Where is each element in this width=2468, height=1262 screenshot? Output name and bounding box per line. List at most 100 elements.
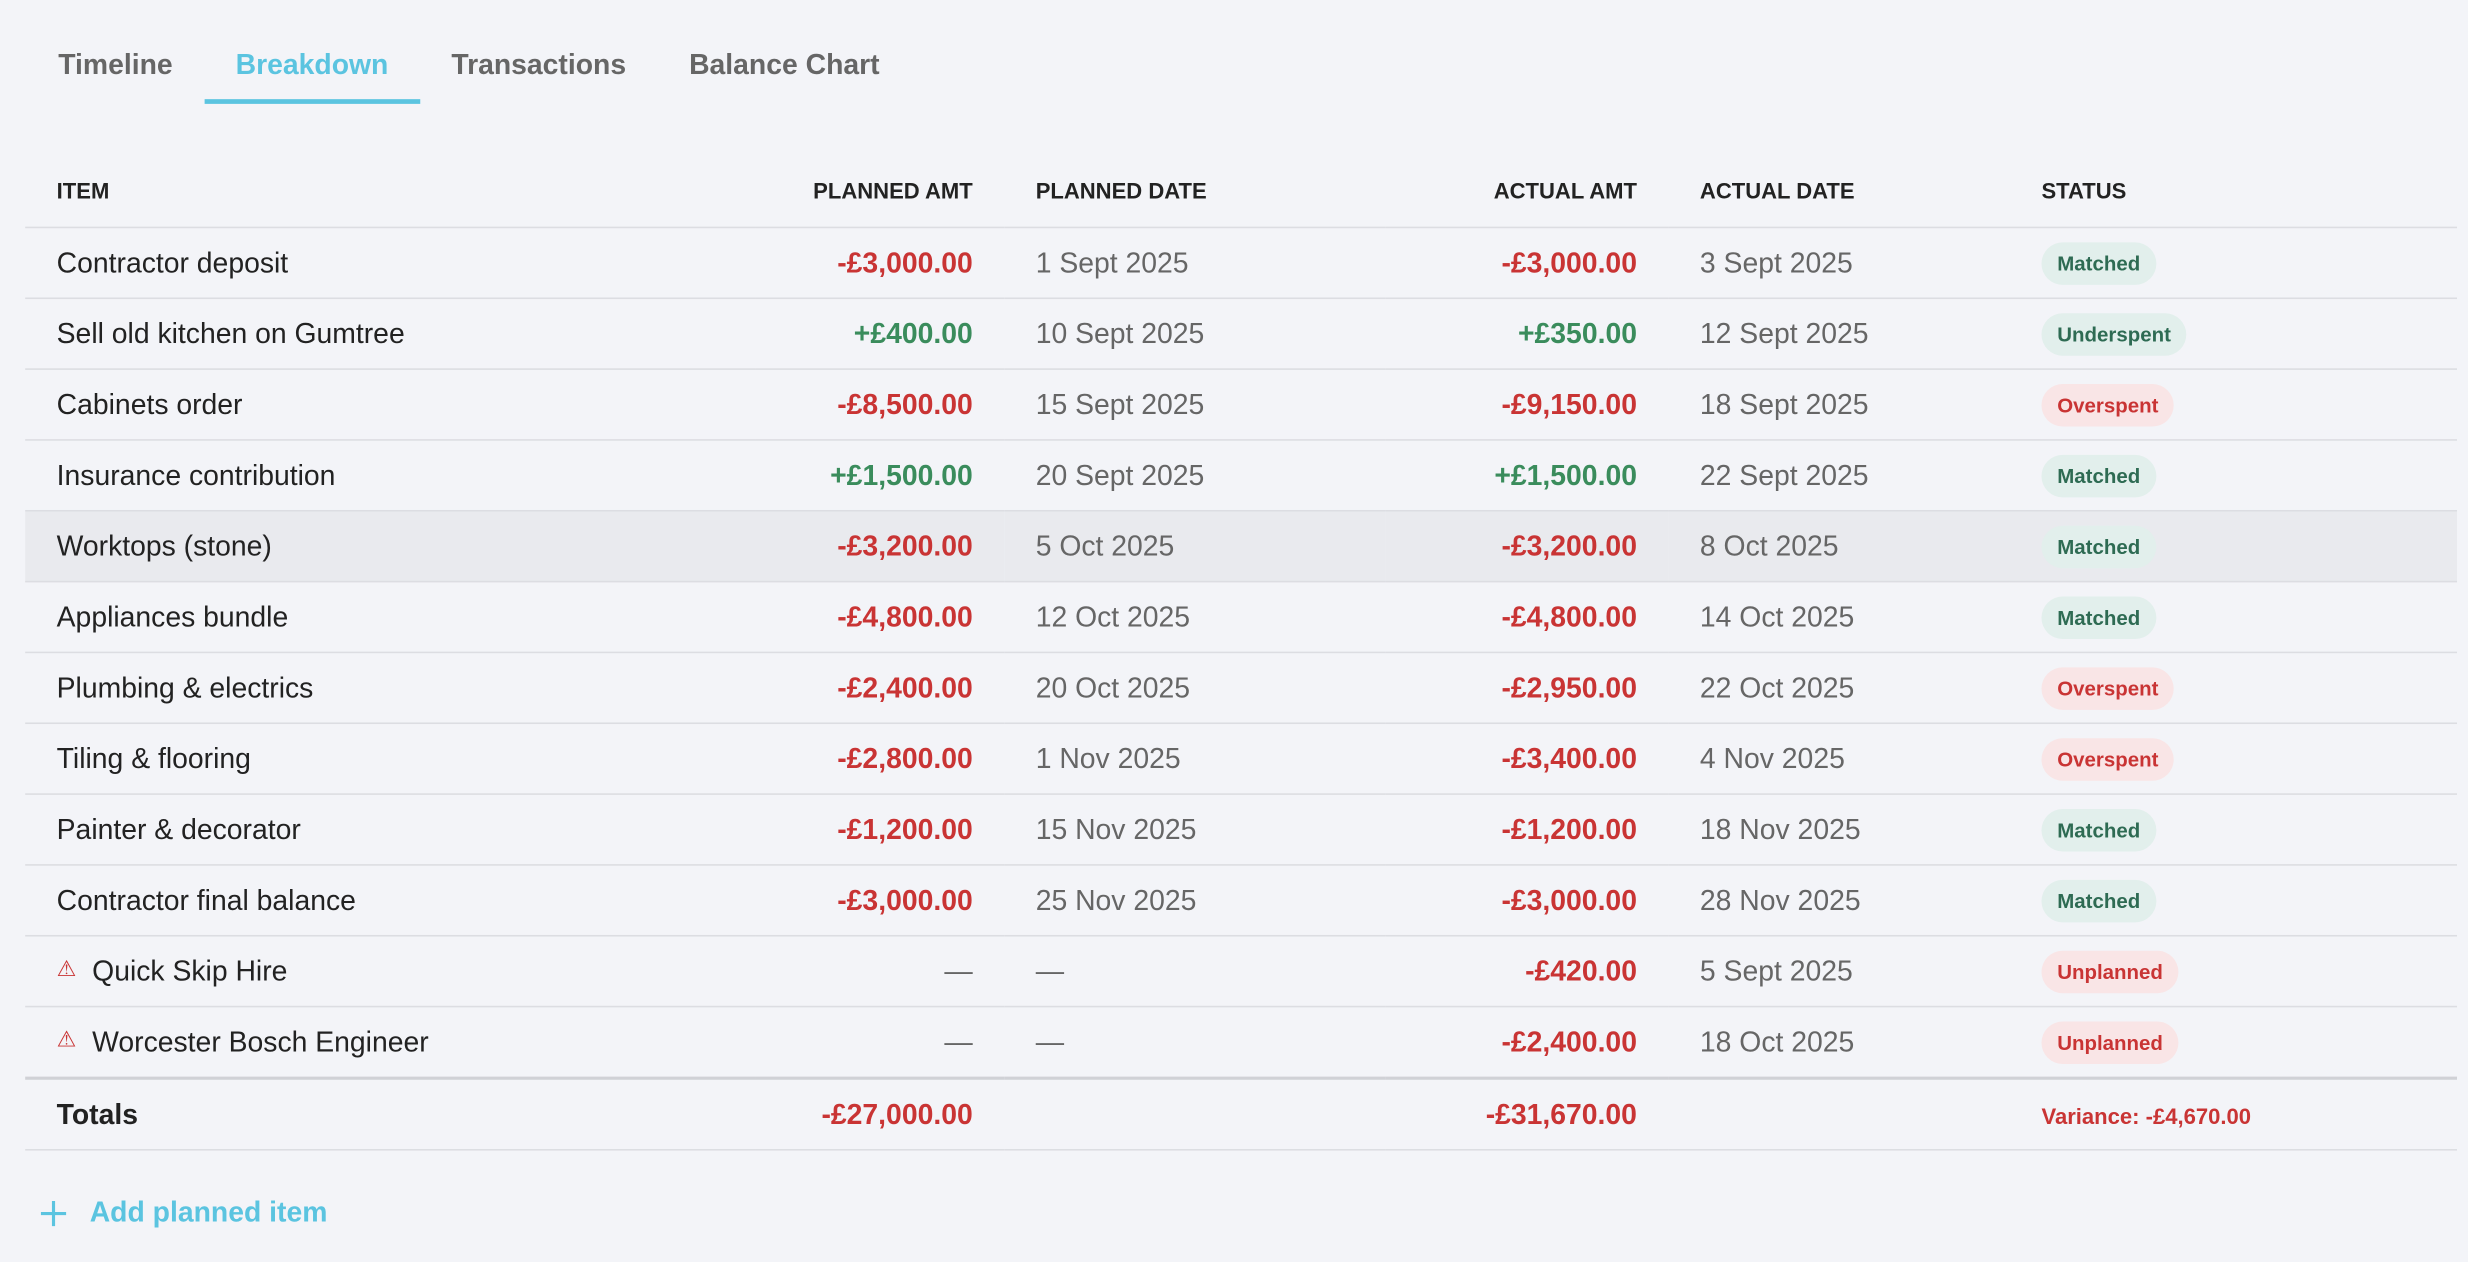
table-body: Contractor deposit -£3,000.00 1 Sept 2025-…	[25, 227, 2458, 1151]
actual-amount: +£350.00	[1385, 298, 1669, 370]
table-row: ⚠ Quick Skip Hire — — -£420.00 5 Sept 2025 Unp…	[25, 935, 2458, 1008]
planned-date: 12 Oct 2025	[1004, 581, 1386, 654]
status-badge: Overspent	[2041, 383, 2175, 426]
status-cell: Matched	[2009, 864, 2458, 937]
tab[interactable]: Transactions	[451, 48, 627, 81]
actual-amount: -£3,000.00	[1385, 227, 1669, 300]
actual-date: 4 Nov 2025	[1668, 723, 2010, 795]
table-row: ⚠ Worcester Bosch Engineer — — -£2,400.00 18 …	[25, 1006, 2458, 1079]
item-cell: Appliances bundle	[25, 581, 756, 654]
status-badge: Matched	[2041, 879, 2156, 922]
item-name: Contractor deposit	[56, 246, 289, 278]
status-badge: Overspent	[2041, 737, 2175, 780]
item-name: Sell old kitchen on Gumtree	[56, 317, 405, 349]
column-header: STATUS	[2009, 154, 2458, 229]
actual-date: 8 Oct 2025	[1668, 510, 2010, 583]
item-cell: Contractor deposit	[25, 227, 756, 300]
column-header: PLANNED DATE	[1004, 154, 1386, 229]
actual-date: 22 Sept 2025	[1668, 439, 2010, 512]
breakdown-table: ITEM PLANNED AMT PLANNED DATE ACTUAL AMT ACT…	[25, 154, 2458, 1151]
actual-amount: -£1,200.00	[1385, 794, 1669, 866]
table-row: Tiling & flooring -£2,800.00 1 Nov 2025 -£3…	[25, 723, 2458, 795]
planned-date: 15 Sept 2025	[1004, 369, 1386, 441]
empty-cell	[1004, 1076, 1386, 1151]
item-name: Painter & decorator	[56, 812, 301, 845]
warning-icon: ⚠	[56, 1025, 77, 1051]
status-badge: Matched	[2041, 241, 2156, 285]
table-row: Insurance contribution +£1,500.00 20 Sept …	[25, 439, 2458, 512]
actual-date: 28 Nov 2025	[1668, 864, 2010, 937]
status-cell: Overspent	[2009, 369, 2458, 441]
status-badge: Matched	[2041, 595, 2156, 639]
status-cell: Underspent	[2009, 298, 2458, 370]
planned-amount: —	[755, 1006, 1005, 1079]
item-name: Tiling & flooring	[56, 742, 251, 774]
tab[interactable]: Breakdown	[204, 31, 420, 104]
planned-date: 10 Sept 2025	[1004, 298, 1386, 370]
actual-date: 3 Sept 2025	[1668, 227, 2010, 300]
status-badge: Unplanned	[2041, 949, 2179, 993]
table-row: Sell old kitchen on Gumtree +£400.00 10 Se…	[25, 298, 2458, 370]
actual-date: 18 Nov 2025	[1668, 794, 2010, 866]
item-cell: ⚠ Quick Skip Hire	[25, 935, 756, 1008]
item-name: Quick Skip Hire	[92, 954, 288, 987]
planned-date: 25 Nov 2025	[1004, 864, 1386, 937]
planned-amount: -£3,000.00	[755, 864, 1005, 937]
planned-amount: -£3,200.00	[755, 510, 1005, 583]
actual-amount: -£420.00	[1385, 935, 1669, 1008]
actual-amount: -£3,400.00	[1385, 723, 1669, 795]
actual-amount: -£9,150.00	[1385, 369, 1669, 441]
item-cell: Sell old kitchen on Gumtree	[25, 298, 756, 370]
planned-date: 15 Nov 2025	[1004, 794, 1386, 866]
item-cell: Plumbing & electrics	[25, 652, 756, 725]
planned-date: 5 Oct 2025	[1004, 510, 1386, 583]
warning-icon: ⚠	[56, 954, 77, 980]
column-header: PLANNED AMT	[755, 154, 1005, 229]
planned-amount: -£2,800.00	[755, 723, 1005, 795]
status-badge: Underspent	[2041, 312, 2187, 355]
planned-amount: -£2,400.00	[755, 652, 1005, 725]
planned-amount: +£400.00	[755, 298, 1005, 370]
planned-date: —	[1004, 1006, 1386, 1079]
item-name: Worktops (stone)	[56, 529, 272, 562]
planned-date: 20 Sept 2025	[1004, 439, 1386, 512]
item-cell: Insurance contribution	[25, 439, 756, 512]
item-cell: ⚠ Worcester Bosch Engineer	[25, 1006, 756, 1079]
tab[interactable]: Timeline	[58, 48, 173, 81]
status-cell: Matched	[2009, 581, 2458, 654]
table-row: Plumbing & electrics -£2,400.00 20 Oct 202…	[25, 652, 2458, 725]
table-row: Contractor deposit -£3,000.00 1 Sept 2025-…	[25, 227, 2458, 300]
actual-amount: +£1,500.00	[1385, 439, 1669, 512]
planned-date: 20 Oct 2025	[1004, 652, 1386, 725]
planned-date: 1 Nov 2025	[1004, 723, 1386, 795]
item-name: Worcester Bosch Engineer	[92, 1025, 429, 1057]
totals-planned: -£27,000.00	[755, 1076, 1005, 1151]
actual-date: 18 Sept 2025	[1668, 369, 2010, 441]
table-head: ITEM PLANNED AMT PLANNED DATE ACTUAL AMT ACT…	[25, 154, 2458, 229]
actual-date: 22 Oct 2025	[1668, 652, 2010, 725]
add-button[interactable]: Add planned item	[38, 1196, 328, 1229]
tab[interactable]: Balance Chart	[689, 48, 880, 81]
status-cell: Matched	[2009, 227, 2458, 300]
planned-date: —	[1004, 935, 1386, 1008]
planned-amount: -£3,000.00	[755, 227, 1005, 300]
tab-bar: Timeline Breakdown Transactions Balance Cha…	[27, 31, 911, 104]
column-header: ACTUAL DATE	[1668, 154, 2010, 229]
empty-cell	[1668, 1076, 2010, 1151]
table-row: Painter & decorator -£1,200.00 15 Nov 2025…	[25, 794, 2458, 866]
status-cell: Overspent	[2009, 652, 2458, 725]
add-label: Add planned item	[89, 1196, 328, 1228]
totals-label: Totals	[25, 1076, 756, 1151]
item-name: Appliances bundle	[56, 600, 289, 632]
item-name: Cabinets order	[56, 387, 243, 420]
planned-amount: -£8,500.00	[755, 369, 1005, 441]
column-header: ACTUAL AMT	[1385, 154, 1669, 229]
status-cell: Unplanned	[2009, 1006, 2458, 1079]
status-badge: Matched	[2041, 524, 2156, 568]
totals-row: Totals -£27,000.00 -£31,670.00 Variance: -£…	[25, 1076, 2458, 1151]
actual-amount: -£2,400.00	[1385, 1006, 1669, 1079]
status-badge: Overspent	[2041, 666, 2175, 710]
actual-date: 5 Sept 2025	[1668, 935, 2010, 1008]
variance: Variance: -£4,670.00	[2041, 1102, 2251, 1128]
